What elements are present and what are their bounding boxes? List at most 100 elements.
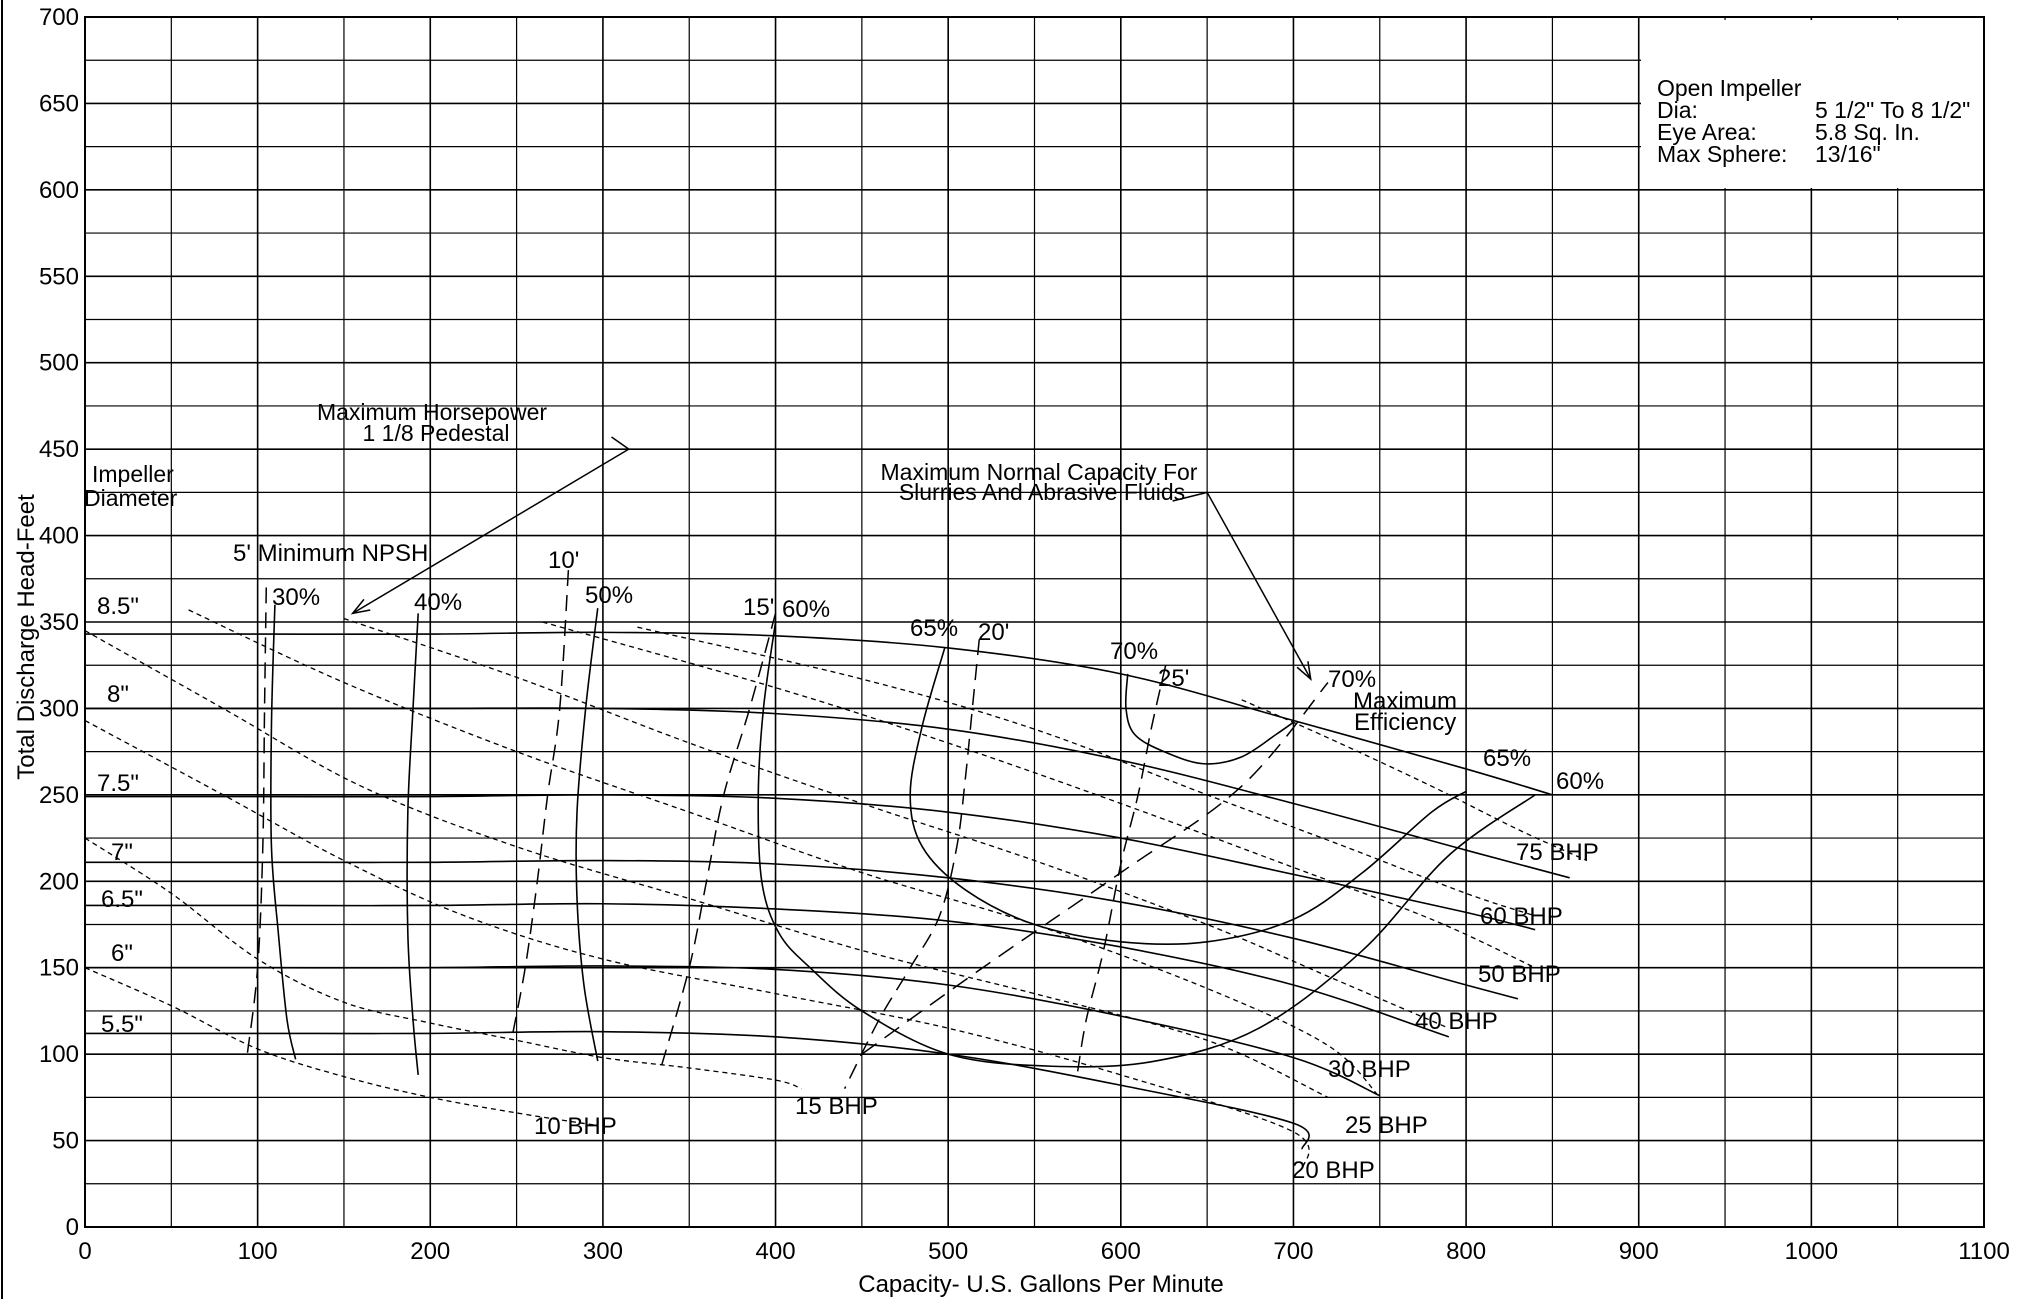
y-tick-label: 300: [39, 695, 79, 722]
x-tick-label: 900: [1619, 1238, 1659, 1265]
efficiency-curves: [269, 604, 1536, 1075]
info-max-sphere-label: Max Sphere:: [1657, 141, 1787, 167]
impeller-curve-7-5: [85, 794, 1536, 931]
info-dia-value: 5 1/2" To 8 1/2": [1815, 97, 1970, 123]
y-tick-label: 50: [52, 1128, 79, 1155]
x-tick-label: 600: [1101, 1238, 1141, 1265]
impeller-curves: [84, 631, 1570, 1150]
bhp-25-label: 25 BHP: [1345, 1112, 1428, 1139]
y-tick-label: 450: [39, 436, 79, 463]
x-axis-title: Capacity- U.S. Gallons Per Minute: [858, 1271, 1223, 1298]
efficiency-curve-70: [1124, 673, 1294, 765]
efficiency-curve-65: [909, 647, 1467, 946]
info-box-title: Open Impeller: [1657, 75, 1802, 101]
info-max-sphere-value: 13/16": [1815, 141, 1881, 167]
plot-frame: [84, 16, 1985, 1228]
bhp-10-label: 10 BHP: [534, 1113, 617, 1140]
impeller-diameter-label-2: Diameter: [84, 485, 178, 511]
max-horsepower-label-1: Maximum Horsepower: [317, 399, 547, 425]
y-tick-label: 200: [39, 868, 79, 895]
efficiency-65-right-label: 65%: [1483, 745, 1531, 772]
bhp-curve-20-bhp: [84, 719, 1310, 1171]
y-tick-label: 0: [66, 1214, 79, 1241]
y-tick-label: 150: [39, 955, 79, 982]
y-tick-label: 350: [39, 609, 79, 636]
max-horsepower-arrow-arrowhead: [350, 598, 371, 615]
info-box: Open Impeller Dia: 5 1/2" To 8 1/2" Eye …: [1641, 20, 1984, 188]
max-efficiency-line: [861, 682, 1329, 1055]
x-tick-label: 100: [238, 1238, 278, 1265]
efficiency-curve-60: [757, 621, 1536, 1068]
minor-grid: [85, 17, 1984, 1227]
npsh-curve-5-minimum-npsh: [246, 587, 268, 1055]
diameter-7-label: 7": [111, 839, 133, 866]
impeller-diameter-label-1: Impeller: [92, 461, 174, 487]
efficiency-70-right-label: 70%: [1328, 666, 1376, 693]
impeller-curve-8-5: [85, 631, 1553, 796]
x-tick-label: 0: [78, 1238, 91, 1265]
max-capacity-label-1: Maximum Normal Capacity For: [881, 459, 1198, 485]
efficiency-curve-30: [269, 604, 297, 1060]
npsh-15-label: 15': [743, 594, 774, 621]
max-capacity-arrow-arrowhead: [1296, 661, 1312, 681]
x-axis-ticks: 0 100 200 300 400 500 600 700 800 900 1000 1100: [78, 1238, 2009, 1265]
x-tick-label: 700: [1273, 1238, 1313, 1265]
bhp-curve-30-bhp: [188, 609, 1381, 1098]
maximum-efficiency-label-2: Efficiency: [1354, 709, 1456, 736]
y-tick-label: 250: [39, 782, 79, 809]
info-box-background: [1641, 20, 1984, 188]
info-eye-area-label: Eye Area:: [1657, 119, 1757, 145]
efficiency-30-label: 30%: [272, 584, 320, 611]
npsh-25-label: 25': [1158, 665, 1189, 692]
y-tick-label: 100: [39, 1041, 79, 1068]
special-lines: [350, 436, 1329, 1055]
x-tick-label: 500: [928, 1238, 968, 1265]
diameter-6-5-label: 6.5": [101, 886, 143, 913]
bhp-75-label: 75 BHP: [1516, 839, 1599, 866]
max-horsepower-label-2: 1 1/8 Pedestal: [362, 420, 509, 446]
bhp-15-label: 15 BHP: [795, 1093, 878, 1120]
bhp-40-label: 40 BHP: [1415, 1008, 1498, 1035]
impeller-curve-6-5: [84, 902, 1450, 1038]
y-axis-title: Total Discharge Head-Feet: [13, 494, 40, 780]
info-eye-area-value: 5.8 Sq. In.: [1815, 119, 1920, 145]
impeller-curve-5-5: [85, 1030, 1310, 1150]
max-horsepower-arrow: [352, 448, 630, 615]
npsh-curve-10: [510, 570, 570, 1041]
npsh-10-label: 10': [548, 547, 579, 574]
bhp-50-label: 50 BHP: [1478, 961, 1561, 988]
max-horsepower-hook: [611, 436, 630, 450]
max-capacity-arrow: [1206, 491, 1312, 680]
x-tick-label: 1000: [1785, 1238, 1838, 1265]
npsh-5-label: 5' Minimum NPSH: [233, 540, 428, 567]
efficiency-70-label: 70%: [1110, 638, 1158, 665]
x-tick-label: 400: [756, 1238, 796, 1265]
npsh-curve-15: [659, 613, 777, 1072]
efficiency-60-label: 60%: [782, 596, 830, 623]
y-tick-label: 500: [39, 350, 79, 377]
impeller-curve-7: [85, 859, 1519, 1000]
impeller-curve-6: [85, 965, 1381, 1097]
diameter-5-5-label: 5.5": [101, 1011, 143, 1038]
efficiency-curve-50: [575, 608, 599, 1062]
bhp-curve-75-bhp: [1241, 699, 1588, 862]
max-capacity-hook: [1172, 491, 1208, 502]
max-capacity-label-2: Slurries And Abrasive Fluids: [899, 479, 1185, 505]
bhp-30-label: 30 BHP: [1328, 1056, 1411, 1083]
annotations: Impeller Diameter Maximum Horsepower 1 1…: [84, 399, 1604, 1184]
efficiency-curve-40: [406, 613, 419, 1075]
diameter-8-5-label: 8.5": [97, 593, 139, 620]
info-dia-label: Dia:: [1657, 97, 1698, 123]
npsh-curves: [246, 570, 1167, 1090]
bhp-curve-15-bhp: [84, 837, 802, 1090]
y-tick-label: 600: [39, 177, 79, 204]
x-tick-label: 300: [583, 1238, 623, 1265]
y-axis-ticks: 0 50 100 150 200 250 300 350 400 450 500 550 600 650 7…: [39, 4, 79, 1241]
diameter-7-5-label: 7.5": [97, 770, 139, 797]
bhp-curve-50-bhp: [542, 621, 1536, 969]
efficiency-65-label: 65%: [910, 615, 958, 642]
efficiency-50-label: 50%: [585, 582, 633, 609]
